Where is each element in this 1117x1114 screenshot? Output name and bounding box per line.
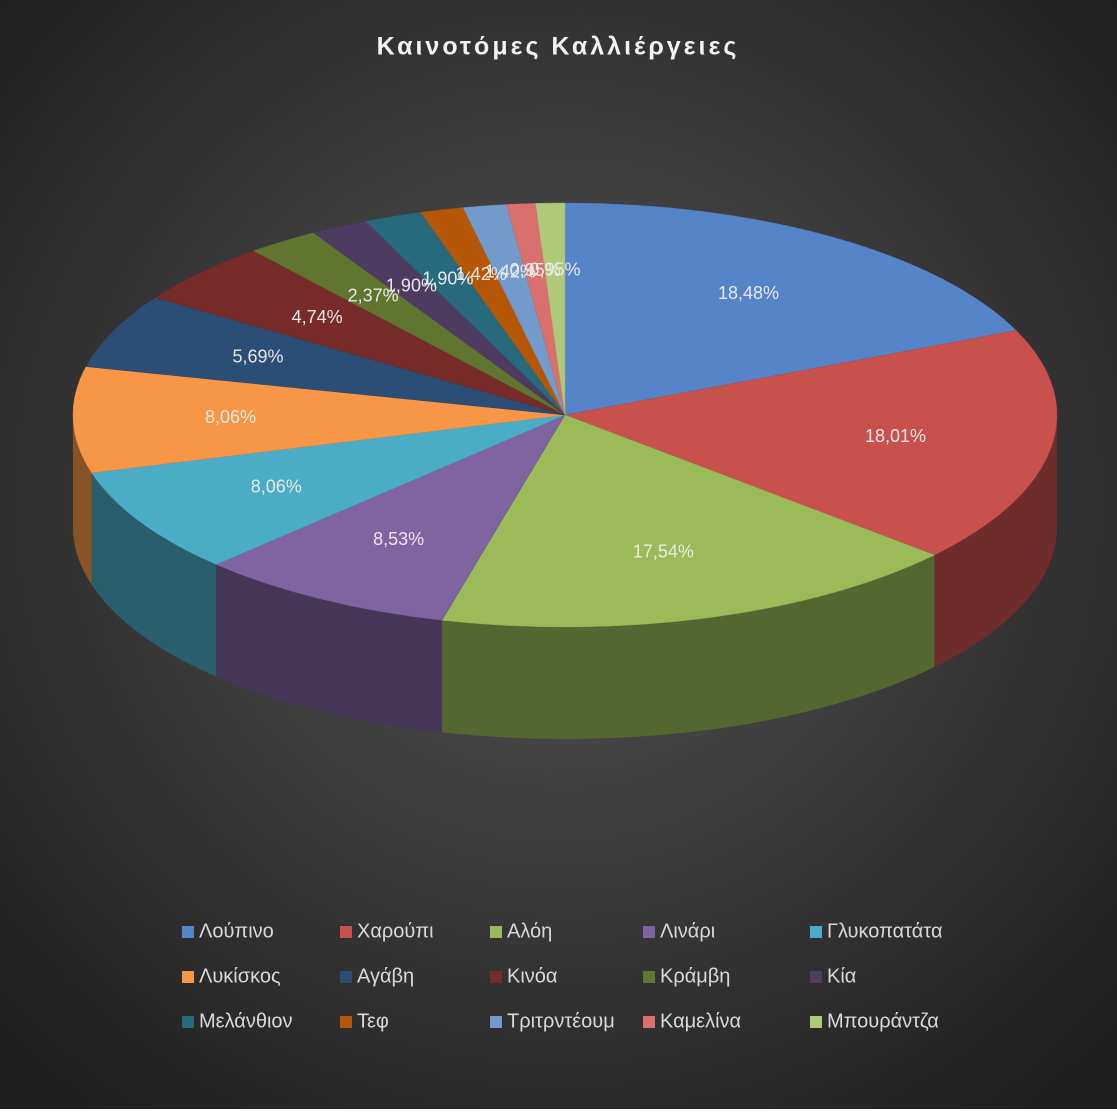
pie-slice	[72, 366, 566, 474]
pie-slice	[441, 414, 936, 628]
legend-swatch	[643, 971, 655, 983]
pie-side	[91, 472, 217, 677]
legend-label: Γλυκοπατάτα	[827, 920, 943, 942]
chart-title: Καινοτόμες Καλλιέργειες	[377, 33, 740, 61]
legend-label: Αλόη	[507, 920, 552, 942]
legend-label: Τριτρντέουμ	[507, 1010, 615, 1032]
legend-label: Μελάνθιον	[199, 1010, 293, 1032]
pie-slice	[564, 202, 1017, 416]
pie-slice	[535, 202, 566, 416]
legend: Λούπινο Χαρούπι Αλόη Λινάρι Γλυκοπατάτα Λυκίσ…	[182, 920, 943, 1032]
data-labels: 18,48% 18,01% 17,54% 8,53% 8,06% 8,06% 5,69% 4,…	[205, 260, 926, 562]
pie-side	[934, 415, 1057, 668]
data-label: 2,37%	[348, 286, 399, 306]
legend-swatch	[340, 971, 352, 983]
legend-label: Μπουράντζα	[827, 1010, 939, 1032]
data-label: 1,90%	[422, 269, 473, 289]
legend-swatch	[810, 1016, 822, 1028]
legend-swatch	[490, 971, 502, 983]
data-label: 17,54%	[633, 542, 694, 562]
pie-side	[442, 555, 935, 739]
data-label: 1,42%	[485, 262, 536, 282]
legend-swatch	[490, 1016, 502, 1028]
data-label: 8,06%	[251, 477, 302, 497]
pie-slice	[564, 330, 1058, 556]
legend-label: Κινόα	[507, 965, 557, 987]
legend-swatch	[340, 1016, 352, 1028]
legend-swatch	[182, 971, 194, 983]
pie-slice	[91, 414, 566, 565]
data-label: 8,53%	[373, 529, 424, 549]
data-label: 0,95%	[529, 260, 580, 280]
data-label: 1,42%	[456, 264, 507, 284]
legend-label: Καμελίνα	[660, 1010, 741, 1032]
data-label: 1,90%	[386, 276, 437, 296]
legend-label: Λυκίσκος	[199, 965, 281, 987]
legend-swatch	[340, 926, 352, 938]
pie-side	[73, 415, 92, 585]
legend-label: Λινάρι	[660, 920, 715, 942]
data-label: 8,06%	[205, 407, 256, 427]
legend-label: Τεφ	[357, 1010, 389, 1032]
pie-tops	[72, 202, 1058, 628]
data-label: 18,48%	[718, 283, 779, 303]
pie-side	[216, 564, 443, 733]
legend-label: Κράμβη	[660, 965, 730, 987]
pie-slice	[85, 297, 566, 416]
legend-swatch	[490, 926, 502, 938]
legend-label: Χαρούπι	[357, 920, 434, 942]
legend-swatch	[810, 926, 822, 938]
legend-swatch	[810, 971, 822, 983]
legend-label: Αγάβη	[357, 965, 414, 987]
data-label: 5,69%	[233, 346, 284, 366]
legend-label: Λούπινο	[199, 920, 274, 942]
pie-slice	[215, 414, 566, 621]
pie-sides	[73, 415, 1057, 739]
legend-swatch	[182, 926, 194, 938]
data-label: 4,74%	[292, 307, 343, 327]
legend-swatch	[643, 926, 655, 938]
legend-label: Κία	[827, 965, 856, 987]
data-label: 0,95%	[510, 260, 561, 280]
legend-swatch	[182, 1016, 194, 1028]
legend-swatch	[643, 1016, 655, 1028]
data-label: 18,01%	[865, 426, 926, 446]
